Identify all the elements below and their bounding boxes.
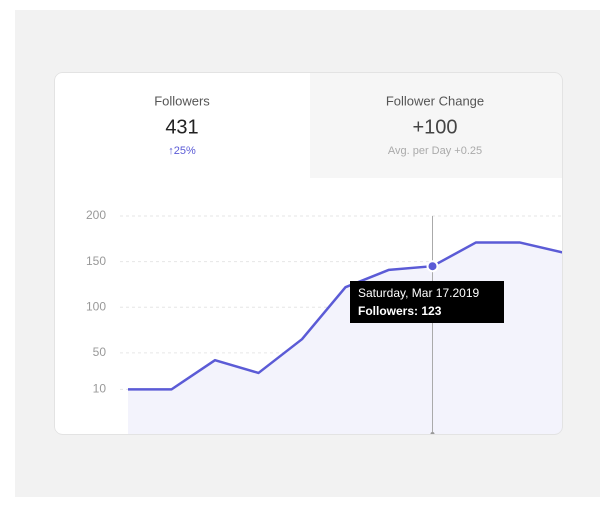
y-tick-label: 200 [86,208,106,222]
y-tick-label: 100 [86,299,106,313]
tooltip-value: Followers: 123 [358,304,442,318]
card [54,72,563,435]
tab-inactive[interactable] [310,72,563,178]
tab-label[interactable]: Followers [154,93,210,108]
tab-value: 431 [165,116,198,138]
tooltip-date: Saturday, Mar 17.2019 [358,286,480,300]
card-border [54,72,563,435]
y-tick-label: 10 [93,382,107,396]
tab-value: +100 [412,116,457,138]
tab-change: Avg. per Day +0.25 [388,145,482,157]
y-tick-label: 50 [93,345,107,359]
hover-point [426,260,439,273]
tooltip [350,281,504,323]
y-tick-label: 150 [86,254,106,268]
line [128,241,563,391]
tab-label[interactable]: Follower Change [386,93,484,108]
tab-change: ↑25% [168,145,196,157]
